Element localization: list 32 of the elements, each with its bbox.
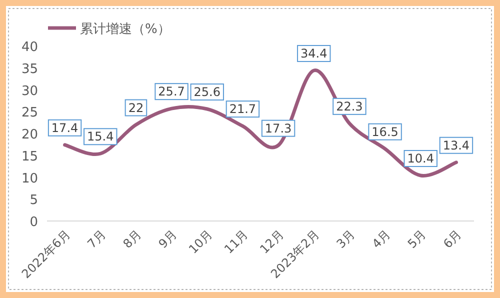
- data-label: 25.6: [194, 85, 220, 99]
- x-tick-label: 4月: [369, 227, 394, 252]
- x-tick-label: 9月: [156, 227, 180, 252]
- y-tick-label: 0: [30, 215, 38, 230]
- y-tick-label: 40: [21, 40, 38, 55]
- data-label: 22: [128, 100, 144, 115]
- y-tick-label: 30: [21, 84, 38, 99]
- data-label: 17.4: [51, 120, 78, 135]
- x-tick-label: 12月: [257, 227, 286, 256]
- x-tick-label: 11月: [222, 227, 251, 256]
- data-label: 15.4: [87, 130, 114, 144]
- data-label: 10.4: [407, 152, 434, 166]
- y-tick-label: 35: [21, 62, 38, 77]
- y-tick-label: 10: [21, 171, 38, 186]
- data-label: 22.3: [336, 99, 363, 114]
- legend-label: 累计增速（%）: [80, 22, 170, 37]
- x-tick-label: 8月: [120, 227, 144, 252]
- data-label: 17.3: [264, 121, 292, 136]
- data-label: 34.4: [300, 46, 328, 60]
- x-tick-label: 3月: [334, 227, 358, 252]
- data-label: 16.5: [372, 124, 398, 139]
- x-tick-label: 10月: [186, 227, 216, 256]
- data-label: 25.7: [158, 84, 185, 99]
- x-tick-label: 5月: [404, 227, 429, 252]
- x-tick-label: 6月: [440, 227, 464, 252]
- y-tick-label: 20: [21, 128, 38, 142]
- y-tick-label: 5: [30, 193, 38, 208]
- data-label: 21.7: [229, 102, 256, 116]
- x-tick-label: 7月: [84, 227, 108, 252]
- data-label: 13.4: [442, 138, 470, 152]
- y-tick-label: 25: [21, 106, 38, 121]
- y-tick-label: 15: [21, 149, 38, 164]
